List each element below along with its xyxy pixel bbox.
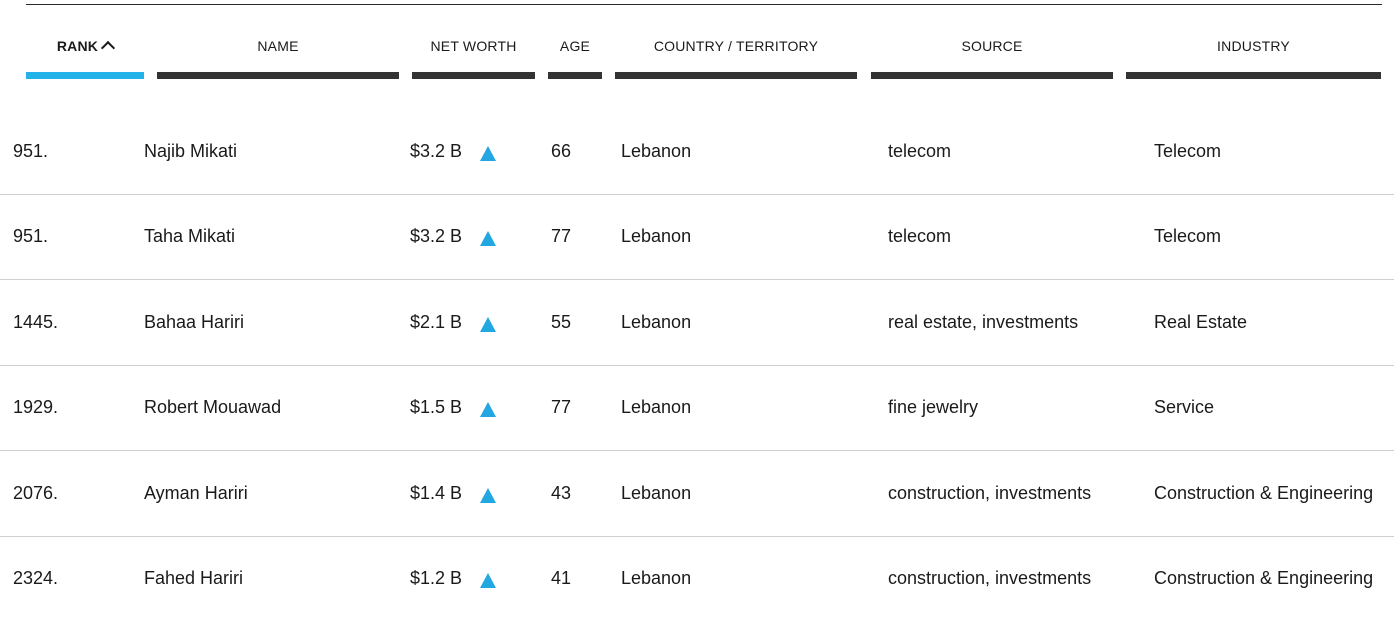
source-cell: fine jewelry	[888, 397, 979, 417]
industry-cell: Service	[1154, 397, 1215, 417]
industry-cell: Construction & Engineering	[1154, 483, 1374, 503]
rank-cell: 951.	[13, 226, 49, 246]
column-header-source[interactable]: SOURCE	[871, 38, 1113, 80]
country-cell: Lebanon	[621, 397, 692, 417]
net-worth-cell: $3.2 B	[410, 141, 463, 161]
column-header-rank[interactable]: RANK	[26, 38, 144, 80]
net-worth-cell: $2.1 B	[410, 312, 463, 332]
row-divider	[0, 450, 1394, 451]
column-header-net-worth[interactable]: NET WORTH	[412, 38, 535, 80]
rank-cell: 1445.	[13, 312, 59, 332]
name-cell[interactable]: Najib Mikati	[144, 141, 238, 161]
column-header-age[interactable]: AGE	[548, 38, 602, 80]
table-row[interactable]: 951. Najib Mikati $3.2 B 66 Lebanon tele…	[0, 110, 1394, 195]
source-cell: construction, investments	[888, 483, 1092, 503]
row-divider	[0, 536, 1394, 537]
source-cell: real estate, investments	[888, 312, 1079, 332]
age-cell: 41	[551, 568, 572, 588]
triangle-up-icon	[480, 488, 496, 503]
name-cell[interactable]: Taha Mikati	[144, 226, 236, 246]
rank-cell: 2076.	[13, 483, 59, 503]
industry-cell: Telecom	[1154, 226, 1222, 246]
name-cell[interactable]: Ayman Hariri	[144, 483, 248, 503]
rank-cell: 951.	[13, 141, 49, 161]
country-cell: Lebanon	[621, 141, 692, 161]
country-cell: Lebanon	[621, 483, 692, 503]
triangle-up-icon	[480, 402, 496, 417]
net-worth-cell: $1.5 B	[410, 397, 463, 417]
country-cell: Lebanon	[621, 312, 692, 332]
column-underline	[1126, 72, 1381, 79]
triangle-up-icon	[480, 146, 496, 161]
top-rule	[26, 4, 1382, 5]
row-divider	[0, 279, 1394, 280]
column-header-label: INDUSTRY	[1217, 38, 1290, 54]
name-cell[interactable]: Fahed Hariri	[144, 568, 244, 588]
age-cell: 77	[551, 397, 572, 417]
table-row[interactable]: 1929. Robert Mouawad $1.5 B 77 Lebanon f…	[0, 366, 1394, 451]
age-cell: 43	[551, 483, 572, 503]
column-underline	[412, 72, 535, 79]
source-cell: construction, investments	[888, 568, 1092, 588]
column-header-label: NET WORTH	[430, 38, 517, 54]
triangle-up-icon	[480, 573, 496, 588]
column-header-industry[interactable]: INDUSTRY	[1126, 38, 1381, 80]
column-underline	[615, 72, 857, 79]
column-header-label: AGE	[559, 38, 591, 54]
column-underline	[157, 72, 399, 79]
rank-cell: 2324.	[13, 568, 59, 588]
triangle-up-icon	[480, 231, 496, 246]
name-cell[interactable]: Bahaa Hariri	[144, 312, 245, 332]
table-row[interactable]: 1445. Bahaa Hariri $2.1 B 55 Lebanon rea…	[0, 281, 1394, 366]
column-header-label: COUNTRY / TERRITORY	[653, 38, 819, 54]
column-header-name[interactable]: NAME	[157, 38, 399, 80]
country-cell: Lebanon	[621, 568, 692, 588]
column-header-label: RANK	[56, 38, 99, 54]
table-row[interactable]: 951. Taha Mikati $3.2 B 77 Lebanon telec…	[0, 195, 1394, 280]
column-header-label: NAME	[257, 38, 299, 54]
age-cell: 77	[551, 226, 572, 246]
table-row[interactable]: 2324. Fahed Hariri $1.2 B 41 Lebanon con…	[0, 537, 1394, 622]
column-underline	[871, 72, 1113, 79]
age-cell: 66	[551, 141, 572, 161]
table-row[interactable]: 2076. Ayman Hariri $1.4 B 43 Lebanon con…	[0, 452, 1394, 537]
column-header-label: SOURCE	[961, 38, 1023, 54]
row-divider	[0, 365, 1394, 366]
source-cell: telecom	[888, 226, 952, 246]
source-cell: telecom	[888, 141, 952, 161]
name-cell[interactable]: Robert Mouawad	[144, 397, 282, 417]
row-divider	[0, 194, 1394, 195]
net-worth-cell: $3.2 B	[410, 226, 463, 246]
net-worth-cell: $1.2 B	[410, 568, 463, 588]
column-header-country[interactable]: COUNTRY / TERRITORY	[615, 38, 857, 80]
country-cell: Lebanon	[621, 226, 692, 246]
age-cell: 55	[551, 312, 572, 332]
column-underline	[548, 72, 602, 79]
column-underline	[26, 72, 144, 79]
net-worth-cell: $1.4 B	[410, 483, 463, 503]
chevron-up-icon	[101, 40, 116, 56]
table-header: RANK NAME NET WORTH AGE COUNTRY / TERRIT…	[0, 0, 1394, 90]
industry-cell: Telecom	[1154, 141, 1222, 161]
industry-cell: Construction & Engineering	[1154, 568, 1374, 588]
rank-cell: 1929.	[13, 397, 59, 417]
industry-cell: Real Estate	[1154, 312, 1248, 332]
triangle-up-icon	[480, 317, 496, 332]
